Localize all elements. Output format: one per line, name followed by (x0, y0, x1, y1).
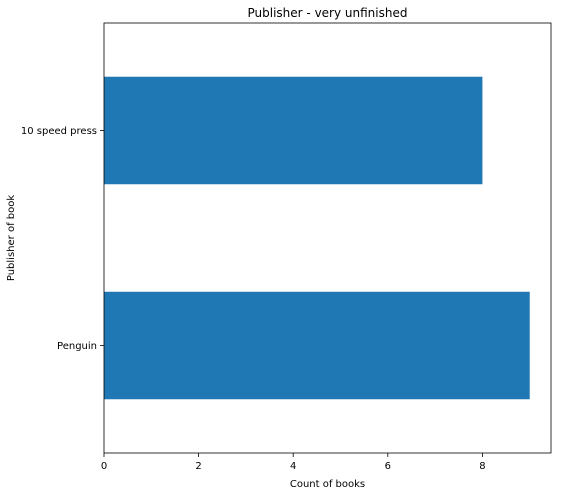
x-tick-label: 2 (195, 461, 201, 472)
chart-title: Publisher - very unfinished (248, 6, 408, 20)
y-tick-label: 10 speed press (21, 126, 97, 137)
x-tick-label: 4 (290, 461, 296, 472)
x-tick-label: 0 (101, 461, 107, 472)
x-axis: 0 2 4 6 8 (101, 453, 486, 472)
x-axis-label: Count of books (290, 479, 365, 490)
y-axis-label: Publisher of book (6, 195, 17, 281)
plot-frame (103, 22, 552, 454)
y-axis: Penguin 10 speed press (21, 126, 104, 352)
bars-group (104, 76, 530, 400)
x-tick-label: 6 (385, 461, 391, 472)
bar-10-speed-press (104, 76, 483, 185)
x-tick-label: 8 (479, 461, 485, 472)
y-tick-label: Penguin (57, 341, 97, 352)
bar-penguin (104, 291, 530, 400)
